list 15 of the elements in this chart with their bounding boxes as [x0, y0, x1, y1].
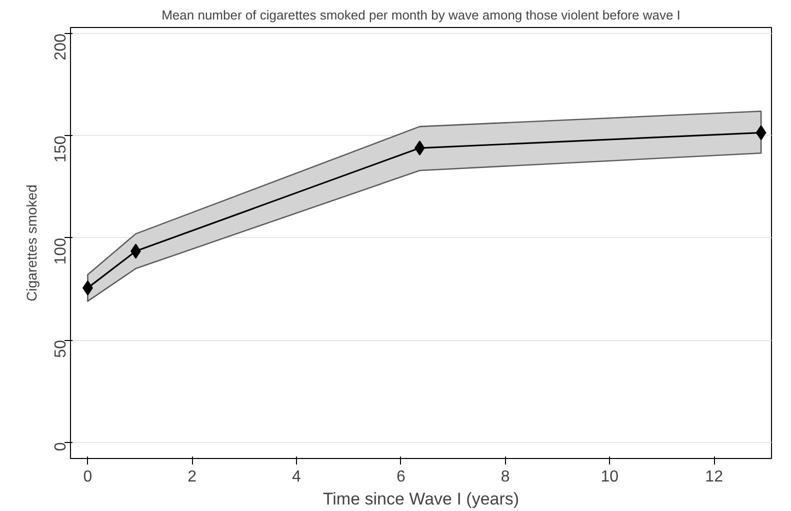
x-tick-label: 10: [600, 468, 619, 486]
y-tick-label: 200: [52, 34, 70, 60]
x-tick-label: 12: [705, 468, 724, 486]
y-tick-label: 150: [52, 136, 70, 162]
x-tick-label: 8: [500, 468, 510, 486]
chart-title: Mean number of cigarettes smoked per month by wave among those violent before wave I: [162, 8, 680, 22]
y-axis-title: Cigarettes smoked: [24, 184, 40, 302]
x-axis-title: Time since Wave I (years): [322, 490, 520, 508]
x-tick-label: 0: [83, 468, 92, 486]
x-tick-label: 2: [188, 468, 197, 486]
y-tick-label: 50: [52, 340, 70, 358]
x-tick-label: 4: [292, 468, 302, 486]
y-tick-label: 100: [52, 238, 70, 265]
x-tick-label: 6: [396, 468, 406, 486]
y-tick-label: 0: [52, 442, 70, 452]
